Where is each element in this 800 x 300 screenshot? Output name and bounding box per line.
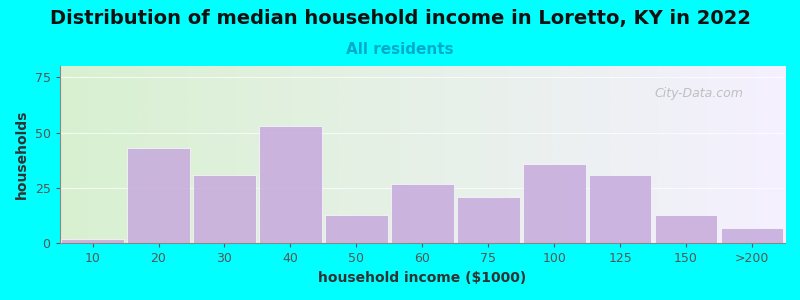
Bar [62,239,124,243]
Bar [721,228,783,243]
Text: City-Data.com: City-Data.com [654,87,743,100]
Text: Distribution of median household income in Loretto, KY in 2022: Distribution of median household income … [50,9,750,28]
X-axis label: household income ($1000): household income ($1000) [318,271,526,285]
Bar [325,214,388,243]
Bar [654,214,718,243]
Bar [523,164,586,243]
Bar [259,126,322,243]
Bar [457,197,519,243]
Bar [193,175,256,243]
Bar [589,175,651,243]
Text: All residents: All residents [346,42,454,57]
Bar [127,148,190,243]
Bar [391,184,454,243]
Y-axis label: households: households [15,110,29,200]
